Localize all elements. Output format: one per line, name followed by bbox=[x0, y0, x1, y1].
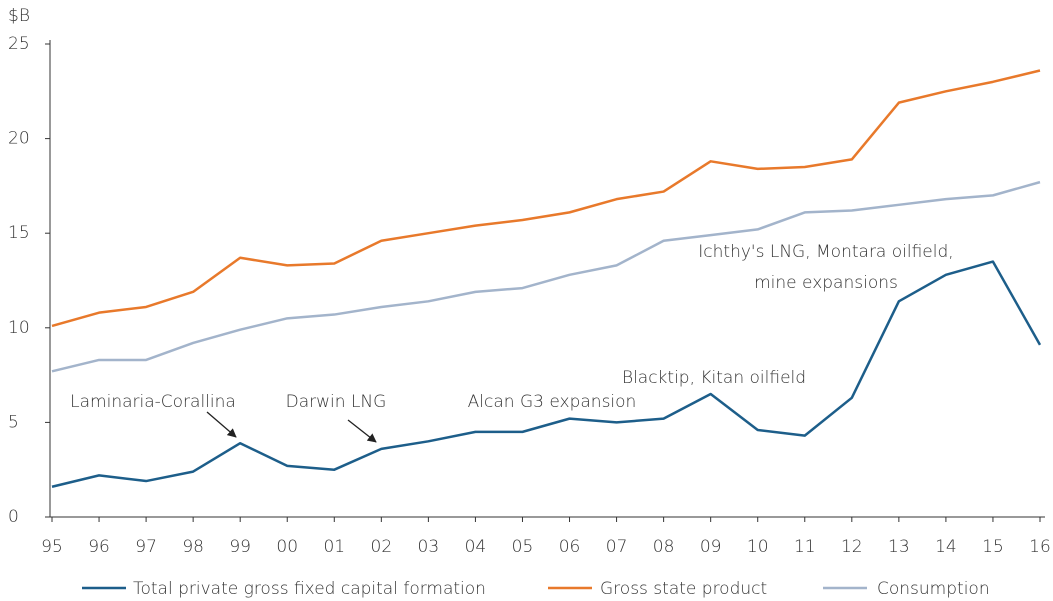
y-tick-label: 20 bbox=[8, 129, 30, 149]
x-tick-label: 06 bbox=[559, 537, 581, 557]
annotation: Ichthy's LNG, Montara oilfield, bbox=[698, 242, 953, 262]
x-tick-label: 12 bbox=[841, 537, 863, 557]
x-tick-label: 99 bbox=[229, 537, 251, 557]
x-tick-label: 97 bbox=[135, 537, 157, 557]
series-line bbox=[51, 69, 1041, 328]
series-line bbox=[51, 180, 1041, 373]
x-tick-label: 03 bbox=[418, 537, 440, 557]
legend-label: Gross state product bbox=[600, 579, 767, 599]
x-tick-label: 08 bbox=[653, 537, 675, 557]
x-tick-label: 05 bbox=[512, 537, 534, 557]
x-tick-label: 11 bbox=[794, 537, 816, 557]
x-tick-label: 13 bbox=[888, 537, 910, 557]
y-tick-label: 10 bbox=[8, 318, 30, 338]
annotation: mine expansions bbox=[754, 273, 898, 293]
x-tick-label: 96 bbox=[88, 537, 110, 557]
annotation: Darwin LNG bbox=[286, 392, 387, 412]
annotation-arrow bbox=[347, 419, 377, 443]
legend-label: Total private gross fixed capital format… bbox=[133, 579, 486, 599]
y-tick-label: 0 bbox=[8, 507, 19, 527]
x-tick-label: 07 bbox=[606, 537, 628, 557]
annotation: Blacktip, Kitan oilfield bbox=[622, 368, 806, 388]
x-tick-label: 01 bbox=[323, 537, 345, 557]
x-tick-label: 04 bbox=[465, 537, 487, 557]
x-tick-label: 00 bbox=[276, 537, 298, 557]
x-tick-label: 02 bbox=[371, 537, 393, 557]
y-axis-label: $B bbox=[8, 6, 30, 26]
y-tick-label: 25 bbox=[8, 34, 30, 54]
x-tick-label: 16 bbox=[1029, 537, 1051, 557]
x-tick-label: 15 bbox=[982, 537, 1004, 557]
annotation: Laminaria-Corallina bbox=[70, 392, 236, 412]
x-tick-label: 10 bbox=[747, 537, 769, 557]
x-tick-label: 98 bbox=[182, 537, 204, 557]
y-tick-label: 15 bbox=[8, 223, 30, 243]
annotation-arrow bbox=[206, 411, 237, 438]
legend-label: Consumption bbox=[877, 579, 990, 599]
x-tick-label: 14 bbox=[935, 537, 957, 557]
x-tick-label: 09 bbox=[700, 537, 722, 557]
annotation: Alcan G3 expansion bbox=[468, 392, 637, 412]
y-tick-label: 5 bbox=[8, 412, 19, 432]
series-line bbox=[51, 260, 1042, 488]
x-tick-label: 95 bbox=[41, 537, 63, 557]
